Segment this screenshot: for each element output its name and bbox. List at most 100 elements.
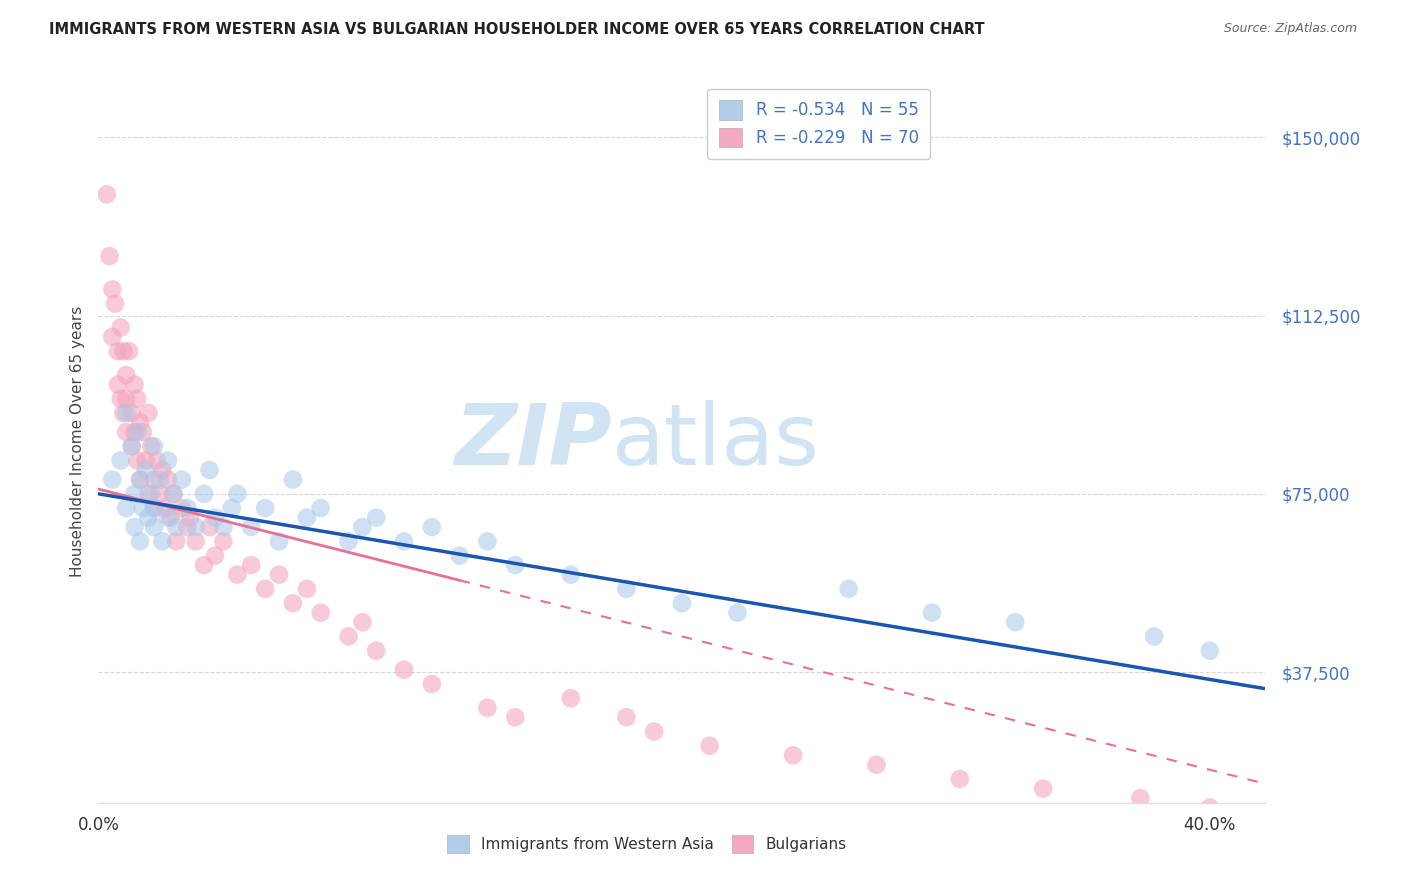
Point	[267, 567, 290, 582]
Point	[135, 453, 157, 467]
Point	[240, 520, 263, 534]
Point	[170, 501, 193, 516]
Point	[143, 501, 166, 516]
Text: IMMIGRANTS FROM WESTERN ASIA VS BULGARIAN HOUSEHOLDER INCOME OVER 65 YEARS CORRE: IMMIGRANTS FROM WESTERN ASIA VS BULGARIA…	[49, 22, 984, 37]
Point	[165, 520, 187, 534]
Point	[121, 439, 143, 453]
Point	[112, 406, 135, 420]
Point	[254, 501, 277, 516]
Point	[118, 344, 141, 359]
Point	[949, 772, 972, 786]
Point	[129, 416, 152, 430]
Point	[921, 606, 943, 620]
Point	[170, 473, 193, 487]
Text: Source: ZipAtlas.com: Source: ZipAtlas.com	[1223, 22, 1357, 36]
Point	[226, 567, 249, 582]
Point	[309, 501, 332, 516]
Point	[281, 473, 304, 487]
Point	[156, 510, 179, 524]
Point	[1129, 791, 1152, 805]
Point	[392, 534, 415, 549]
Point	[141, 439, 163, 453]
Point	[1198, 800, 1220, 814]
Point	[115, 501, 138, 516]
Point	[143, 439, 166, 453]
Point	[129, 473, 152, 487]
Point	[132, 425, 155, 439]
Point	[477, 534, 499, 549]
Point	[352, 520, 374, 534]
Point	[129, 534, 152, 549]
Point	[159, 510, 181, 524]
Point	[176, 520, 198, 534]
Point	[162, 487, 184, 501]
Point	[138, 510, 160, 524]
Text: ZIP: ZIP	[454, 400, 612, 483]
Point	[138, 487, 160, 501]
Point	[110, 320, 132, 334]
Point	[420, 520, 443, 534]
Point	[503, 558, 526, 573]
Point	[132, 501, 155, 516]
Legend: Immigrants from Western Asia, Bulgarians: Immigrants from Western Asia, Bulgarians	[440, 827, 855, 860]
Point	[193, 487, 215, 501]
Point	[110, 453, 132, 467]
Point	[150, 463, 173, 477]
Point	[107, 377, 129, 392]
Point	[148, 473, 170, 487]
Point	[179, 510, 201, 524]
Point	[115, 406, 138, 420]
Point	[198, 463, 221, 477]
Point	[1032, 781, 1054, 796]
Point	[127, 392, 149, 406]
Point	[143, 520, 166, 534]
Point	[240, 558, 263, 573]
Point	[212, 534, 235, 549]
Point	[392, 663, 415, 677]
Point	[671, 596, 693, 610]
Point	[115, 425, 138, 439]
Point	[101, 473, 124, 487]
Point	[503, 710, 526, 724]
Point	[153, 501, 176, 516]
Point	[101, 330, 124, 344]
Point	[127, 453, 149, 467]
Point	[143, 473, 166, 487]
Point	[101, 282, 124, 296]
Point	[124, 487, 146, 501]
Point	[127, 425, 149, 439]
Point	[449, 549, 471, 563]
Point	[309, 606, 332, 620]
Point	[124, 520, 146, 534]
Point	[146, 453, 169, 467]
Point	[366, 643, 388, 657]
Point	[156, 453, 179, 467]
Point	[138, 406, 160, 420]
Point	[865, 757, 887, 772]
Point	[254, 582, 277, 596]
Point	[212, 520, 235, 534]
Point	[184, 520, 207, 534]
Point	[96, 187, 118, 202]
Point	[614, 710, 637, 724]
Point	[643, 724, 665, 739]
Point	[560, 691, 582, 706]
Point	[198, 520, 221, 534]
Point	[295, 582, 318, 596]
Point	[267, 534, 290, 549]
Point	[115, 368, 138, 382]
Point	[98, 249, 121, 263]
Point	[129, 473, 152, 487]
Point	[107, 344, 129, 359]
Point	[295, 510, 318, 524]
Point	[184, 534, 207, 549]
Text: atlas: atlas	[612, 400, 820, 483]
Point	[162, 487, 184, 501]
Point	[124, 377, 146, 392]
Point	[165, 534, 187, 549]
Point	[1004, 615, 1026, 630]
Point	[281, 596, 304, 610]
Point	[352, 615, 374, 630]
Point	[150, 534, 173, 549]
Point	[143, 501, 166, 516]
